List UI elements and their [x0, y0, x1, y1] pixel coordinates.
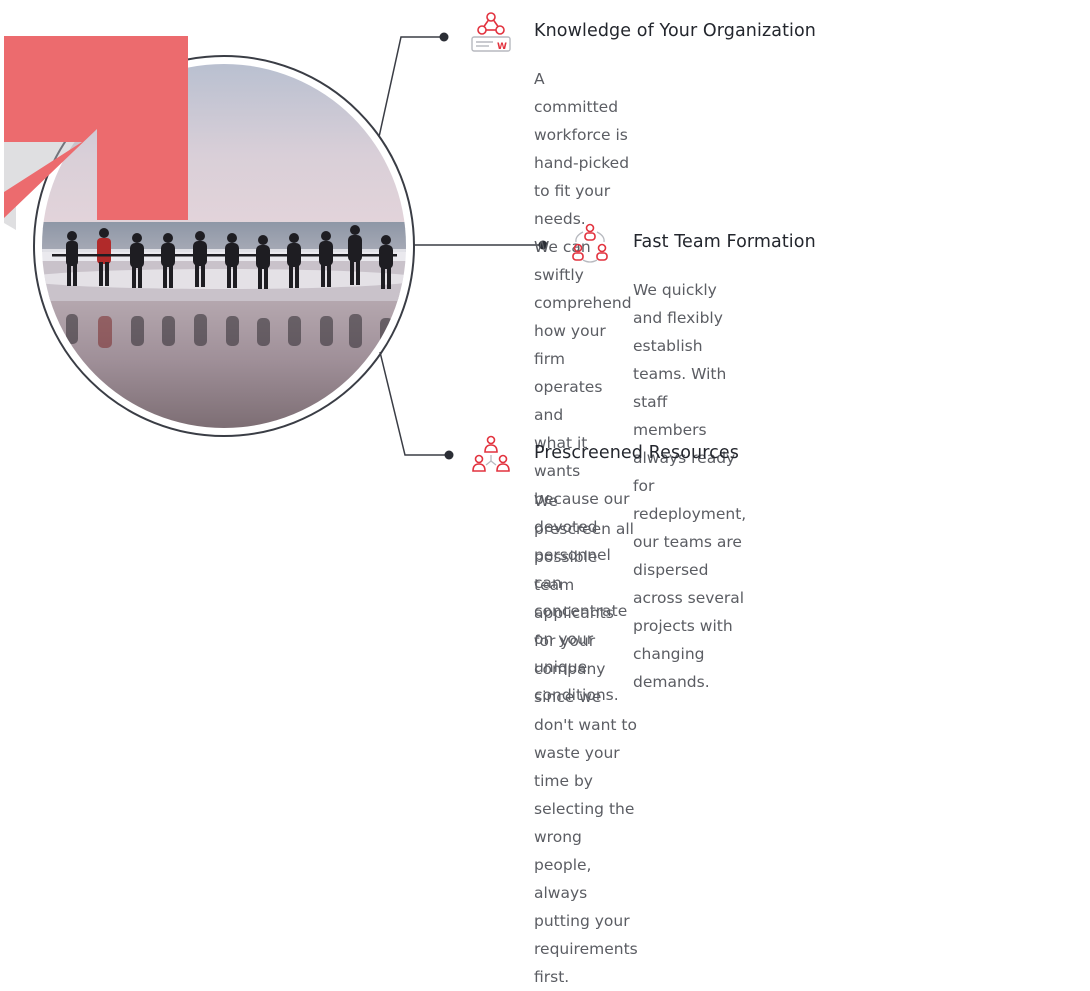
svg-text:W: W: [497, 42, 507, 52]
description-line: members always ready for redeployment, o…: [633, 421, 747, 551]
description-line: demands.: [633, 673, 710, 691]
description-line: A committed workforce is hand-picked to …: [534, 70, 630, 228]
connector-dot-top: [439, 32, 449, 42]
feature-description: We prescreen all possible team applicant…: [534, 487, 638, 991]
description-line: selecting the wrong people, always putti…: [534, 800, 635, 930]
feature-title: Knowledge of Your Organization: [534, 21, 816, 41]
connector-dot-bottom: [444, 450, 454, 460]
connector-bottom: [379, 351, 449, 456]
prescreened-resources-icon: [469, 433, 513, 477]
features-section: W Knowledge of Your Organization A commi…: [4, 10, 816, 986]
description-line: company since we don't want to waste you…: [534, 660, 637, 790]
organization-knowledge-icon: W: [469, 10, 513, 54]
feature-description: We quickly and flexibly establish teams.…: [633, 276, 746, 696]
feature-title: Prescreened Resources: [534, 443, 739, 463]
red-arrow-decoration: [4, 36, 188, 230]
description-line: We quickly and flexibly establish teams.…: [633, 281, 727, 411]
team-formation-icon: [568, 222, 612, 266]
description-line: dispersed across several projects with c…: [633, 561, 745, 663]
feature-title: Fast Team Formation: [633, 232, 816, 252]
description-line: what it wants because our devoted person…: [534, 434, 630, 592]
description-line: We prescreen all possible team applicant…: [534, 492, 634, 650]
description-line: requirements first.: [534, 940, 638, 986]
description-line: We can swiftly comprehend how your firm …: [534, 238, 632, 424]
connector-top: [378, 36, 444, 138]
